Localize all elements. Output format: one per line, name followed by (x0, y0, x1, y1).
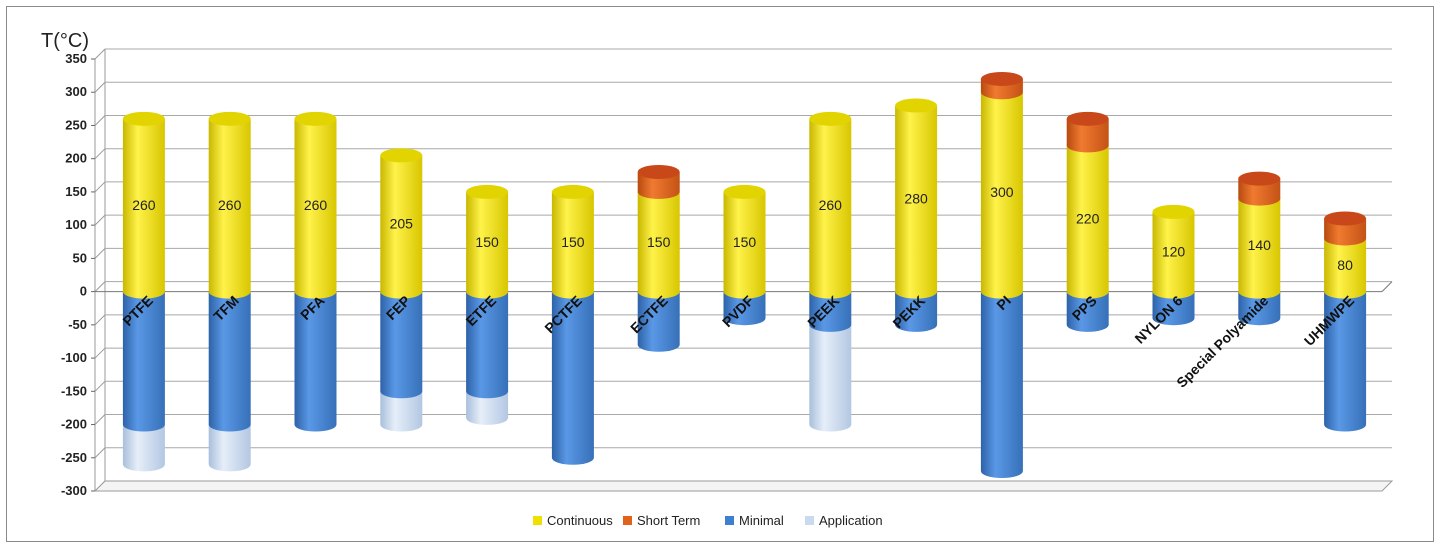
data-label: 300 (990, 184, 1014, 200)
bar-continuous-ptfe (122, 111, 165, 299)
legend-item-short-term: Short Term (623, 513, 700, 528)
temperature-chart: 350 300 250 200 150 100 50 0 -50 -100 -150 -200 -250… (41, 30, 1394, 528)
y-tick-label: 50 (73, 250, 87, 265)
bar-short-term-pps (1066, 111, 1109, 153)
data-label: 260 (819, 197, 843, 213)
y-tick-label: 200 (65, 151, 87, 166)
legend-label: Application (819, 513, 883, 528)
y-tick-label: 350 (65, 51, 87, 66)
legend-label: Minimal (739, 513, 784, 528)
y-tick-label: 150 (65, 184, 87, 199)
bar-continuous-tfm (208, 111, 251, 299)
bar-short-term-ectfe (637, 164, 680, 199)
y-tick-label: -200 (61, 417, 87, 432)
bar-continuous-pvdf (723, 184, 766, 299)
y-tick-label: 250 (65, 117, 87, 132)
y-tick-label: -50 (68, 317, 87, 332)
legend-label: Continuous (547, 513, 613, 528)
data-label: 260 (218, 197, 242, 213)
bar-continuous-pctfe (551, 184, 594, 299)
y-axis-label: T(°C) (41, 30, 89, 52)
data-label: 260 (304, 197, 328, 213)
bar-continuous-peek (809, 111, 852, 299)
data-label: 205 (390, 215, 414, 231)
legend-label: Short Term (637, 513, 700, 528)
bar-application-peek (809, 317, 852, 432)
y-tick-label: -250 (61, 450, 87, 465)
bar-continuous-etfe (466, 184, 509, 299)
data-label: 150 (647, 234, 671, 250)
bar-short-term-uhmwpe (1324, 211, 1367, 246)
legend-item-application: Application (805, 513, 883, 528)
data-label: 120 (1162, 244, 1186, 260)
legend-item-continuous: Continuous (533, 513, 613, 528)
legend: Continuous Short Term Minimal Application (533, 513, 883, 528)
data-label: 150 (561, 234, 585, 250)
bar-continuous-fep (380, 148, 423, 299)
y-tick-label: 0 (80, 284, 87, 299)
y-tick-label: -100 (61, 350, 87, 365)
y-tick-label: 300 (65, 84, 87, 99)
bar-continuous-pekk (895, 98, 938, 299)
data-label: 280 (904, 191, 928, 207)
chart-frame: 350 300 250 200 150 100 50 0 -50 -100 -150 -200 -250… (6, 6, 1434, 542)
bars-layer: 260 260 260 205 150 150 150 150 260 280 300 220 120 1… (122, 71, 1367, 479)
bar-minimal-pi (980, 284, 1023, 479)
data-label: 150 (475, 234, 499, 250)
bar-short-term-pi (980, 71, 1023, 100)
bar-continuous-nylon-6 (1152, 204, 1195, 299)
data-label: 260 (132, 197, 156, 213)
y-tick-label: -300 (61, 483, 87, 498)
data-label: 220 (1076, 211, 1100, 227)
y-tick-label: -150 (61, 383, 87, 398)
data-label: 80 (1337, 257, 1353, 273)
y-axis: 350 300 250 200 150 100 50 0 -50 -100 -150 -200 -250… (61, 51, 95, 498)
y-tick-label: 100 (65, 217, 87, 232)
legend-item-minimal: Minimal (725, 513, 784, 528)
data-label: 140 (1248, 237, 1272, 253)
data-label: 150 (733, 234, 757, 250)
bar-continuous-pfa (294, 111, 337, 299)
bar-short-term-special-polyamide (1238, 171, 1281, 206)
